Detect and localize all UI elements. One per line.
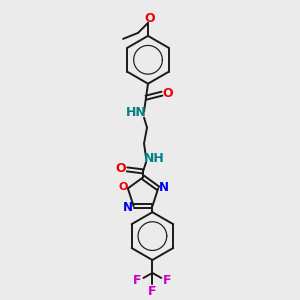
Text: F: F xyxy=(163,274,172,287)
Text: N: N xyxy=(123,201,133,214)
Text: F: F xyxy=(133,274,142,287)
Text: F: F xyxy=(148,285,157,298)
Text: O: O xyxy=(145,12,155,26)
Text: O: O xyxy=(118,182,128,192)
Text: O: O xyxy=(163,87,173,100)
Text: NH: NH xyxy=(144,152,164,165)
Text: N: N xyxy=(159,181,169,194)
Text: HN: HN xyxy=(126,106,146,119)
Text: O: O xyxy=(116,162,126,175)
